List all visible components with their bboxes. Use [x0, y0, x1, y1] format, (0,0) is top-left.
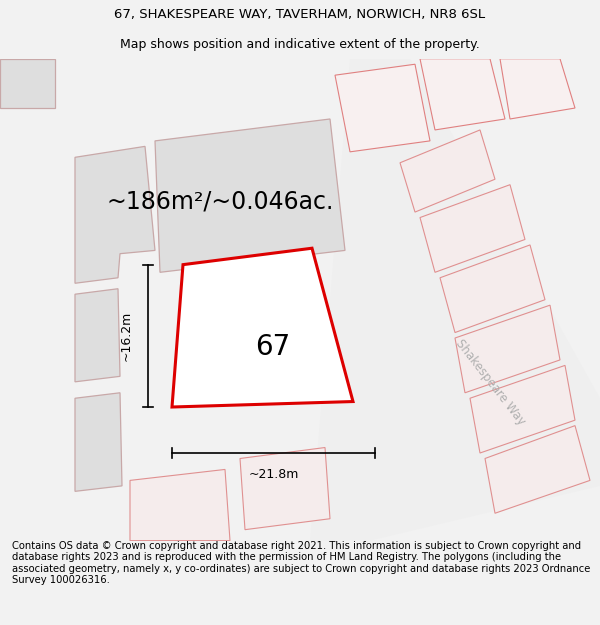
Polygon shape [75, 146, 155, 283]
Text: 67, SHAKESPEARE WAY, TAVERHAM, NORWICH, NR8 6SL: 67, SHAKESPEARE WAY, TAVERHAM, NORWICH, … [115, 8, 485, 21]
Text: Contains OS data © Crown copyright and database right 2021. This information is : Contains OS data © Crown copyright and d… [12, 541, 590, 586]
Polygon shape [400, 130, 495, 212]
Text: ~16.2m: ~16.2m [119, 311, 133, 361]
Polygon shape [130, 469, 230, 541]
Text: ~21.8m: ~21.8m [248, 468, 299, 481]
Polygon shape [440, 245, 545, 332]
Polygon shape [420, 185, 525, 272]
Polygon shape [420, 59, 505, 130]
Polygon shape [155, 119, 345, 272]
Polygon shape [455, 305, 560, 392]
Polygon shape [75, 392, 122, 491]
Polygon shape [240, 448, 330, 529]
Polygon shape [0, 59, 55, 108]
Text: Shakespeare Way: Shakespeare Way [452, 336, 527, 427]
Text: ~186m²/~0.046ac.: ~186m²/~0.046ac. [106, 189, 334, 213]
Polygon shape [470, 366, 575, 453]
Polygon shape [485, 426, 590, 513]
Text: 67: 67 [256, 332, 290, 361]
Polygon shape [500, 59, 575, 119]
Polygon shape [172, 248, 353, 407]
Polygon shape [75, 289, 120, 382]
Polygon shape [310, 59, 600, 541]
Polygon shape [335, 64, 430, 152]
Text: Map shows position and indicative extent of the property.: Map shows position and indicative extent… [120, 38, 480, 51]
